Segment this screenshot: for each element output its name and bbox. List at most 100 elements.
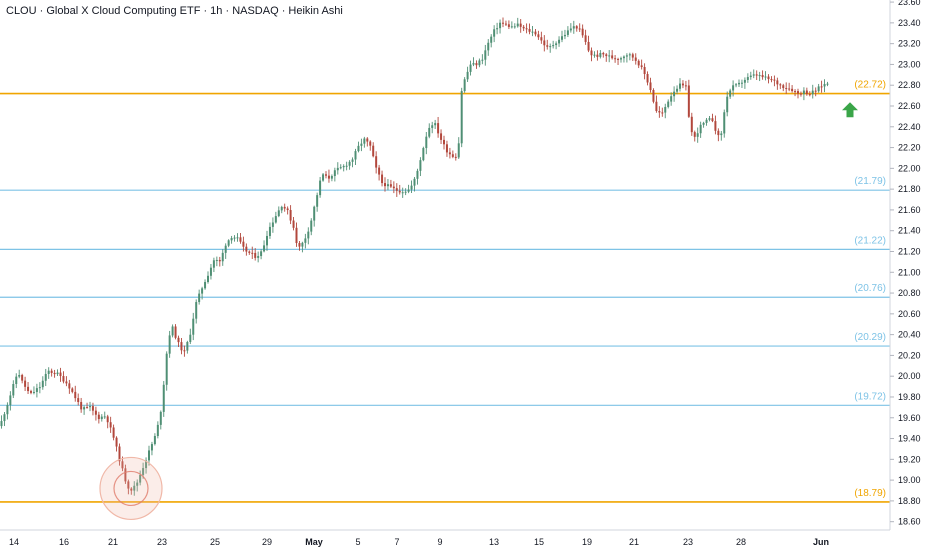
candle-down: [714, 115, 717, 135]
candle-up: [620, 56, 622, 63]
candle-up: [156, 421, 159, 439]
candle-body: [561, 36, 563, 40]
candle-down: [289, 205, 292, 225]
candle-body: [799, 93, 802, 95]
candle-body: [534, 31, 537, 35]
candle-up: [192, 312, 195, 341]
price-tick-label: 23.40: [898, 18, 921, 28]
candle-body: [705, 119, 708, 123]
candle-up: [740, 79, 743, 88]
candle-body: [366, 138, 369, 142]
candle-up: [319, 176, 322, 198]
candle-up: [555, 41, 558, 50]
candle-up: [3, 411, 6, 427]
candle-body: [345, 165, 348, 167]
price-tick-label: 23.20: [898, 39, 921, 49]
candle-up: [212, 257, 215, 273]
candle-body: [351, 159, 354, 162]
candle-body: [56, 372, 59, 375]
candle-body: [124, 468, 127, 482]
candle-down: [596, 50, 599, 61]
candle-body: [118, 446, 121, 462]
candle-body: [646, 74, 649, 83]
candle-up: [764, 71, 767, 81]
candle-body: [12, 384, 15, 396]
candle-body: [740, 82, 743, 84]
candle-up: [148, 445, 150, 466]
candle-body: [15, 376, 18, 385]
candle-up: [425, 132, 428, 155]
candle-body: [519, 23, 522, 27]
candle-up: [531, 25, 534, 37]
candle-up: [413, 176, 416, 192]
candle-body: [156, 424, 159, 437]
candle-up: [510, 21, 513, 29]
candle-up: [593, 51, 596, 58]
candle-up: [729, 88, 732, 99]
price-tick-label: 22.60: [898, 101, 921, 111]
candles-layer: [0, 17, 829, 496]
candle-up: [257, 251, 260, 263]
price-tick-label: 23.00: [898, 59, 921, 69]
candle-up: [416, 168, 419, 185]
candle-body: [569, 28, 572, 31]
candle-down: [372, 142, 375, 158]
candle-down: [519, 19, 522, 33]
candle-body: [543, 40, 546, 46]
candle-body: [687, 85, 690, 117]
candle-up: [481, 54, 484, 65]
candle-body: [584, 35, 587, 42]
candle-body: [416, 170, 419, 179]
candle-down: [286, 206, 289, 215]
candle-up: [572, 20, 575, 34]
candle-body: [684, 85, 687, 87]
time-axis[interactable]: 14 16 21 23 25 29 May 5 7 9 13 15 19 21 23 28 Jun: [9, 537, 829, 547]
candle-down: [74, 385, 77, 402]
candle-body: [599, 52, 602, 57]
candle-up: [233, 235, 236, 242]
time-tick-label: 13: [489, 537, 499, 547]
candle-down: [602, 51, 605, 58]
candle-up: [32, 386, 35, 395]
candle-body: [802, 90, 805, 95]
candle-body: [531, 31, 534, 33]
candle-body: [286, 208, 289, 211]
price-axis[interactable]: 23.60 23.40 23.20 23.00 22.80 22.60 22.40 22.20…: [890, 0, 921, 527]
candle-body: [130, 488, 133, 491]
candle-up: [490, 34, 493, 48]
candle-up: [333, 167, 336, 182]
candle-down: [761, 70, 764, 80]
candle-body: [746, 77, 749, 80]
candle-down: [805, 87, 808, 96]
candle-body: [401, 192, 404, 194]
candle-body: [148, 450, 150, 461]
candle-up: [153, 433, 156, 446]
candle-down: [71, 387, 74, 394]
candle-body: [372, 145, 375, 157]
candle-down: [767, 74, 770, 84]
level-label: (21.22): [854, 235, 886, 246]
candle-body: [566, 30, 569, 35]
candle-body: [316, 195, 319, 207]
candle-down: [794, 89, 797, 97]
candle-up: [749, 71, 752, 80]
candle-body: [77, 398, 80, 403]
candle-down: [395, 183, 398, 197]
candle-up: [165, 351, 168, 391]
candle-body: [434, 123, 437, 126]
candle-up: [307, 227, 310, 245]
candle-down: [27, 381, 30, 395]
candle-body: [342, 166, 345, 168]
candle-body: [794, 91, 797, 93]
candle-body: [717, 130, 720, 136]
candle-body: [826, 83, 829, 85]
time-tick-label: 5: [355, 537, 360, 547]
candle-down: [24, 376, 27, 391]
candle-body: [62, 376, 65, 382]
price-tick-label: 22.40: [898, 122, 921, 132]
candle-down: [378, 164, 381, 181]
candle-body: [71, 388, 74, 392]
candle-body: [357, 145, 360, 152]
candle-body: [254, 252, 257, 258]
